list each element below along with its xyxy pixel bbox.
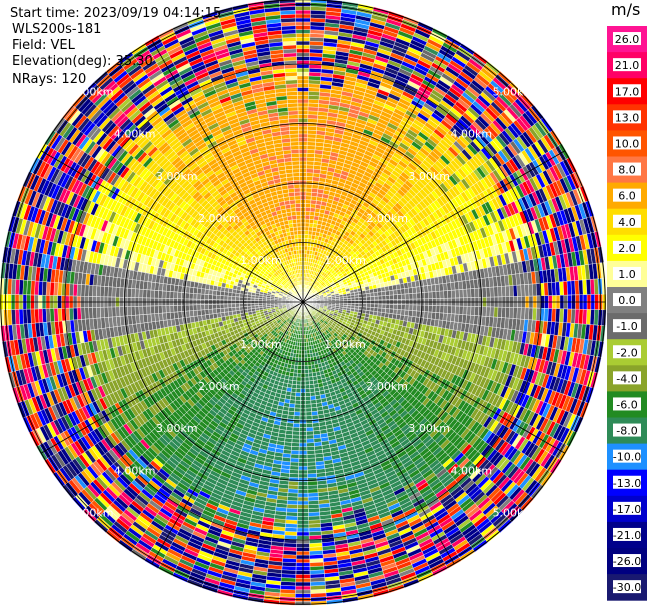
range-label-ring3: 3.00km — [408, 170, 450, 183]
colorbar-tick-label: 1.0 — [618, 268, 636, 281]
colorbar-label-bg — [613, 110, 641, 124]
colorbar-unit-label: m/s — [611, 0, 641, 19]
azimuth-spoke — [302, 301, 565, 454]
azimuth-spoke — [41, 150, 304, 303]
nrays-label: NRays: 120 — [12, 72, 87, 87]
elevation-label: Elevation(deg): 35.30 — [12, 54, 153, 69]
colorbar-tick-label: 6.0 — [618, 190, 636, 203]
colorbar-tick-label: -2.0 — [616, 346, 637, 359]
colorbar-label-bg — [613, 84, 641, 98]
colorbar-label-bg — [613, 188, 641, 202]
colorbar-tick-label: 13.0 — [615, 111, 640, 124]
colorbar-tick-label: -1.0 — [616, 320, 637, 333]
colorbar-label-bg — [613, 266, 641, 280]
range-label-ring5: 5.00km — [72, 506, 114, 519]
azimuth-spoke — [302, 150, 565, 303]
site-label: WLS200s-181 — [12, 22, 102, 37]
range-label-ring2: 2.00km — [366, 212, 408, 225]
colorbar-tick-label: -17.0 — [613, 503, 641, 516]
range-label-ring1: 1.00km — [324, 338, 366, 351]
azimuth-spoke — [302, 301, 455, 564]
colorbar-tick-label: -8.0 — [616, 425, 637, 438]
azimuth-spoke — [302, 40, 455, 303]
range-label-ring3: 3.00km — [156, 170, 198, 183]
colorbar-tick-label: -6.0 — [616, 398, 637, 411]
colorbar-label-bg — [613, 319, 641, 333]
colorbar-label-bg — [613, 162, 641, 176]
colorbar-label-bg — [613, 501, 641, 515]
range-label-ring4: 4.00km — [451, 128, 493, 141]
velocity-gate-set — [9, 21, 588, 606]
range-label-ring4: 4.00km — [451, 464, 493, 477]
range-label-ring1: 1.00km — [240, 254, 282, 267]
range-label-ring3: 3.00km — [156, 422, 198, 435]
colorbar-label-bg — [613, 397, 641, 411]
range-label-ring1: 1.00km — [240, 338, 282, 351]
colorbar-label-bg — [613, 58, 641, 72]
colorbar-label-bg — [613, 527, 641, 541]
colorbar-tick-label: 26.0 — [615, 33, 640, 46]
colorbar-label-bg — [613, 136, 641, 150]
range-label-ring2: 2.00km — [198, 380, 240, 393]
range-labels: 1.00km 1.00km 1.00km 1.00km 2.00km 2.00km 2.00… — [72, 86, 534, 520]
range-label-ring5: 5.00km — [493, 506, 535, 519]
range-label-ring4: 4.00km — [114, 464, 156, 477]
azimuth-spoke — [41, 301, 304, 454]
colorbar-label-bg — [613, 214, 641, 228]
colorbar-tick-label: 17.0 — [615, 85, 640, 98]
colorbar-label-bg — [613, 580, 641, 594]
colorbar-tick-label: 8.0 — [618, 164, 636, 177]
colorbar-label-bg — [613, 371, 641, 385]
colorbar: 26.0 21.0 17.0 13.0 10.0 8.0 6.0 4.0 2.0 1.0 0.0 -1… — [607, 26, 647, 601]
colorbar-tick-label: -10.0 — [613, 451, 641, 464]
colorbar-tick-label: 4.0 — [618, 216, 636, 229]
colorbar-tick-label: 10.0 — [615, 137, 640, 150]
colorbar-label-bg — [613, 449, 641, 463]
range-label-ring5: 5.00km — [493, 86, 535, 99]
colorbar-tick-label: -21.0 — [613, 529, 641, 542]
azimuth-spoke — [151, 301, 304, 564]
colorbar-tick-label: 0.0 — [618, 294, 636, 307]
colorbar-tick-label: -13.0 — [613, 477, 641, 490]
range-label-ring5: 5.00km — [72, 86, 114, 99]
colorbar-label-bg — [613, 475, 641, 489]
range-label-ring4: 4.00km — [114, 128, 156, 141]
field-label: Field: VEL — [12, 38, 75, 53]
colorbar-label-bg — [613, 345, 641, 359]
colorbar-tick-label: 21.0 — [615, 59, 640, 72]
colorbar-label-bg — [613, 32, 641, 46]
colorbar-label-bg — [613, 240, 641, 254]
colorbar-label-bg — [613, 554, 641, 568]
ppi-outer-border — [0, 0, 606, 605]
azimuth-spoke — [151, 40, 304, 303]
range-label-ring3: 3.00km — [408, 422, 450, 435]
colorbar-label-bg — [613, 423, 641, 437]
velocity-gate-set — [8, 0, 603, 605]
range-ring-grid — [0, 0, 606, 605]
range-label-ring2: 2.00km — [198, 212, 240, 225]
colorbar-tick-label: -30.0 — [613, 581, 641, 594]
range-label-ring1: 1.00km — [324, 254, 366, 267]
colorbar-label-bg — [613, 293, 641, 307]
colorbar-tick-label: 2.0 — [618, 242, 636, 255]
start-time-label: Start time: 2023/09/19 04:14:15 — [10, 6, 222, 21]
colorbar-tick-label: -4.0 — [616, 372, 637, 385]
colorbar-tick-label: -26.0 — [613, 555, 641, 568]
range-label-ring2: 2.00km — [366, 380, 408, 393]
velocity-gate-set — [1, 10, 598, 597]
